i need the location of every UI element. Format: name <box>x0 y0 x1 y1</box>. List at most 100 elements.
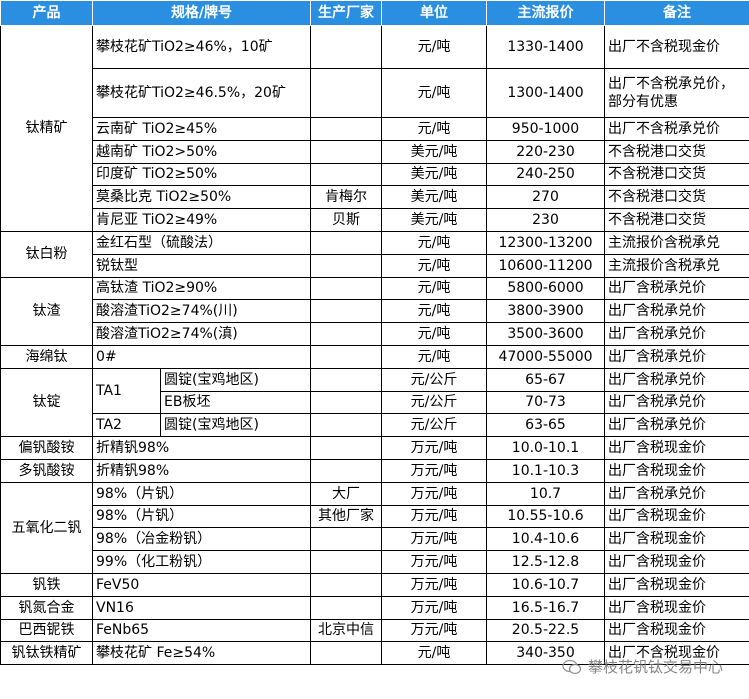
table-row: 钛白粉 金红石型（硫酸法） 元/吨 12300-13200 主流报价含税承兑 <box>0 230 749 278</box>
note-cell: 出厂含税承兑价 <box>604 276 749 301</box>
note-cell: 出厂含税现金价 <box>604 504 749 529</box>
maker-cell <box>310 344 382 369</box>
maker-cell: 大厂 <box>310 481 382 506</box>
table-row: 莫桑比克 TiO2≥50% 肯梅尔 美元/吨 270 不含税港口交货 <box>1 185 749 210</box>
spec-cell: 云南矿 TiO2≥45% <box>92 117 311 141</box>
unit-cell: 元/吨 <box>381 68 487 118</box>
table-row: 98%（冶金粉钒） 万元/吨 10.4-10.6 出厂含税现金价 <box>1 527 749 552</box>
note-cell: 出厂含税承兑价 <box>604 299 749 324</box>
note-cell: 出厂含税承兑价 <box>604 344 749 369</box>
maker-cell <box>310 117 382 141</box>
maker-cell <box>310 550 382 574</box>
unit-cell: 元/公斤 <box>381 413 487 438</box>
maker-cell <box>310 322 382 346</box>
unit-cell: 万元/吨 <box>381 527 487 552</box>
price-cell: 70-73 <box>486 390 605 415</box>
table-row: 钒钛铁精矿 攀枝花矿 Fe≥54% 元/吨 340-350 出厂不含税现金价 <box>0 641 749 666</box>
wechat-icon <box>562 659 582 674</box>
spec-cell: FeNb65 <box>92 618 311 643</box>
table-row: 偏钒酸铵 折精钒98% 万元/吨 10.0-10.1 出厂含税现金价 <box>0 436 749 460</box>
note-cell: 出厂含税承兑价 <box>604 367 749 392</box>
table-row: 肯尼亚 TiO2≥49% 贝斯 美元/吨 230 不含税港口交货 <box>1 208 749 232</box>
maker-cell <box>310 413 382 438</box>
product-cell: 钒氮合金 <box>0 595 93 620</box>
note-cell: 主流报价含税承兑 <box>604 230 749 255</box>
note-cell: 出厂含税现金价 <box>604 572 749 597</box>
spec-cell: 攀枝花矿 Fe≥54% <box>92 641 311 666</box>
note-cell: 出厂含税承兑价 <box>604 413 749 438</box>
table-row: TA2 圆锭(宝鸡地区) 元/公斤 63-65 出厂含税承兑价 <box>1 413 749 438</box>
table-row: 酸溶渣TiO2≥74%(川) 元/吨 3800-3900 出厂含税承兑价 <box>1 299 749 324</box>
price-cell: 10.7 <box>486 481 605 506</box>
table-row: 99%（化工粉钒） 万元/吨 12.5-12.8 出厂含税现金价 <box>1 550 749 574</box>
maker-cell: 贝斯 <box>310 208 382 232</box>
maker-cell <box>310 367 382 392</box>
table-row: 五氧化二钒 98%（片钒） 大厂 万元/吨 10.7 出厂含税承兑价 <box>0 481 749 574</box>
unit-cell: 美元/吨 <box>381 208 487 232</box>
header-cell: 生产厂家 <box>310 0 382 26</box>
unit-cell: 美元/吨 <box>381 139 487 164</box>
price-cell: 10.6-10.7 <box>486 572 605 597</box>
note-cell: 不含税港口交货 <box>604 185 749 210</box>
maker-cell: 肯梅尔 <box>310 185 382 210</box>
spec-cell: 酸溶渣TiO2≥74%(川) <box>92 299 311 324</box>
table-row: 钛渣 高钛渣 TiO2≥90% 元/吨 5800-6000 出厂含税承兑价 <box>0 276 749 346</box>
maker-cell <box>310 299 382 324</box>
note-cell: 主流报价含税承兑 <box>604 253 749 278</box>
maker-cell <box>310 641 382 666</box>
note-cell: 出厂含税承兑价 <box>604 481 749 506</box>
unit-cell: 元/吨 <box>381 117 487 141</box>
table-row: 越南矿 TiO2>50% 美元/吨 220-230 不含税港口交货 <box>1 139 749 164</box>
note-cell: 不含税港口交货 <box>604 139 749 164</box>
table-row: 98%（片钒） 其他厂家 万元/吨 10.55-10.6 出厂含税现金价 <box>1 504 749 529</box>
table-row: 巴西铌铁 FeNb65 北京中信 万元/吨 20.5-22.5 出厂含税现金价 <box>0 618 749 643</box>
spec-cell: 印度矿 TiO2≥50% <box>92 162 311 187</box>
maker-cell <box>310 25 382 69</box>
table-row: 酸溶渣TiO2≥74%(滇) 元/吨 3500-3600 出厂含税承兑价 <box>1 322 749 346</box>
price-table: 产品 规格/牌号 生产厂家 单位 主流报价 备注 钛精矿 攀枝花矿TiO2≥46%… <box>0 0 749 666</box>
price-cell: 950-1000 <box>486 117 605 141</box>
spec-cell: 98%（片钒） <box>92 504 311 529</box>
spec-cell: 折精钒98% <box>92 458 311 483</box>
spec-cell: 99%（化工粉钒） <box>92 550 311 574</box>
unit-cell: 美元/吨 <box>381 162 487 187</box>
maker-cell <box>310 527 382 552</box>
product-cell: 钒铁 <box>0 572 93 597</box>
price-cell: 1330-1400 <box>486 25 605 69</box>
maker-cell <box>310 572 382 597</box>
spec-cell: 0# <box>92 344 311 369</box>
maker-cell <box>310 230 382 255</box>
note-cell: 出厂含税现金价 <box>604 595 749 620</box>
spec-cell: 高钛渣 TiO2≥90% <box>92 276 311 301</box>
unit-cell: 元/吨 <box>381 25 487 69</box>
price-cell: 12300-13200 <box>486 230 605 255</box>
unit-cell: 万元/吨 <box>381 436 487 460</box>
table-row: 印度矿 TiO2≥50% 美元/吨 240-250 不含税港口交货 <box>1 162 749 187</box>
table-row: 钒铁 FeV50 万元/吨 10.6-10.7 出厂含税现金价 <box>0 572 749 597</box>
table-row: 云南矿 TiO2≥45% 元/吨 950-1000 出厂不含税承兑价 <box>1 117 749 141</box>
maker-cell: 北京中信 <box>310 618 382 643</box>
table-row: 锐钛型 元/吨 10600-11200 主流报价含税承兑 <box>1 253 749 278</box>
table-row: 钒氮合金 VN16 万元/吨 16.5-16.7 出厂含税现金价 <box>0 595 749 620</box>
spec-cell: 越南矿 TiO2>50% <box>92 139 311 164</box>
product-cell: 多钒酸铵 <box>0 458 93 483</box>
header-cell: 备注 <box>604 0 749 26</box>
header-cell: 单位 <box>381 0 487 26</box>
price-cell: 47000-55000 <box>486 344 605 369</box>
maker-cell <box>310 595 382 620</box>
form-cell: 圆锭(宝鸡地区) <box>160 367 311 392</box>
table-row: 攀枝花矿TiO2≥46.5%，20矿 元/吨 1300-1400 出厂不含税承兑价，部… <box>1 68 749 118</box>
spec-cell: 肯尼亚 TiO2≥49% <box>92 208 311 232</box>
unit-cell: 元/吨 <box>381 230 487 255</box>
header-cell: 产品 <box>0 0 93 26</box>
spec-cell: 酸溶渣TiO2≥74%(滇) <box>92 322 311 346</box>
note-cell: 出厂不含税承兑价 <box>604 117 749 141</box>
price-cell: 10.55-10.6 <box>486 504 605 529</box>
price-cell: 270 <box>486 185 605 210</box>
spec-cell: 攀枝花矿TiO2≥46%，10矿 <box>92 25 311 69</box>
maker-cell <box>310 162 382 187</box>
price-cell: 340-350 <box>486 641 605 666</box>
product-cell: 钛渣 <box>0 276 93 346</box>
price-cell: 1300-1400 <box>486 68 605 118</box>
